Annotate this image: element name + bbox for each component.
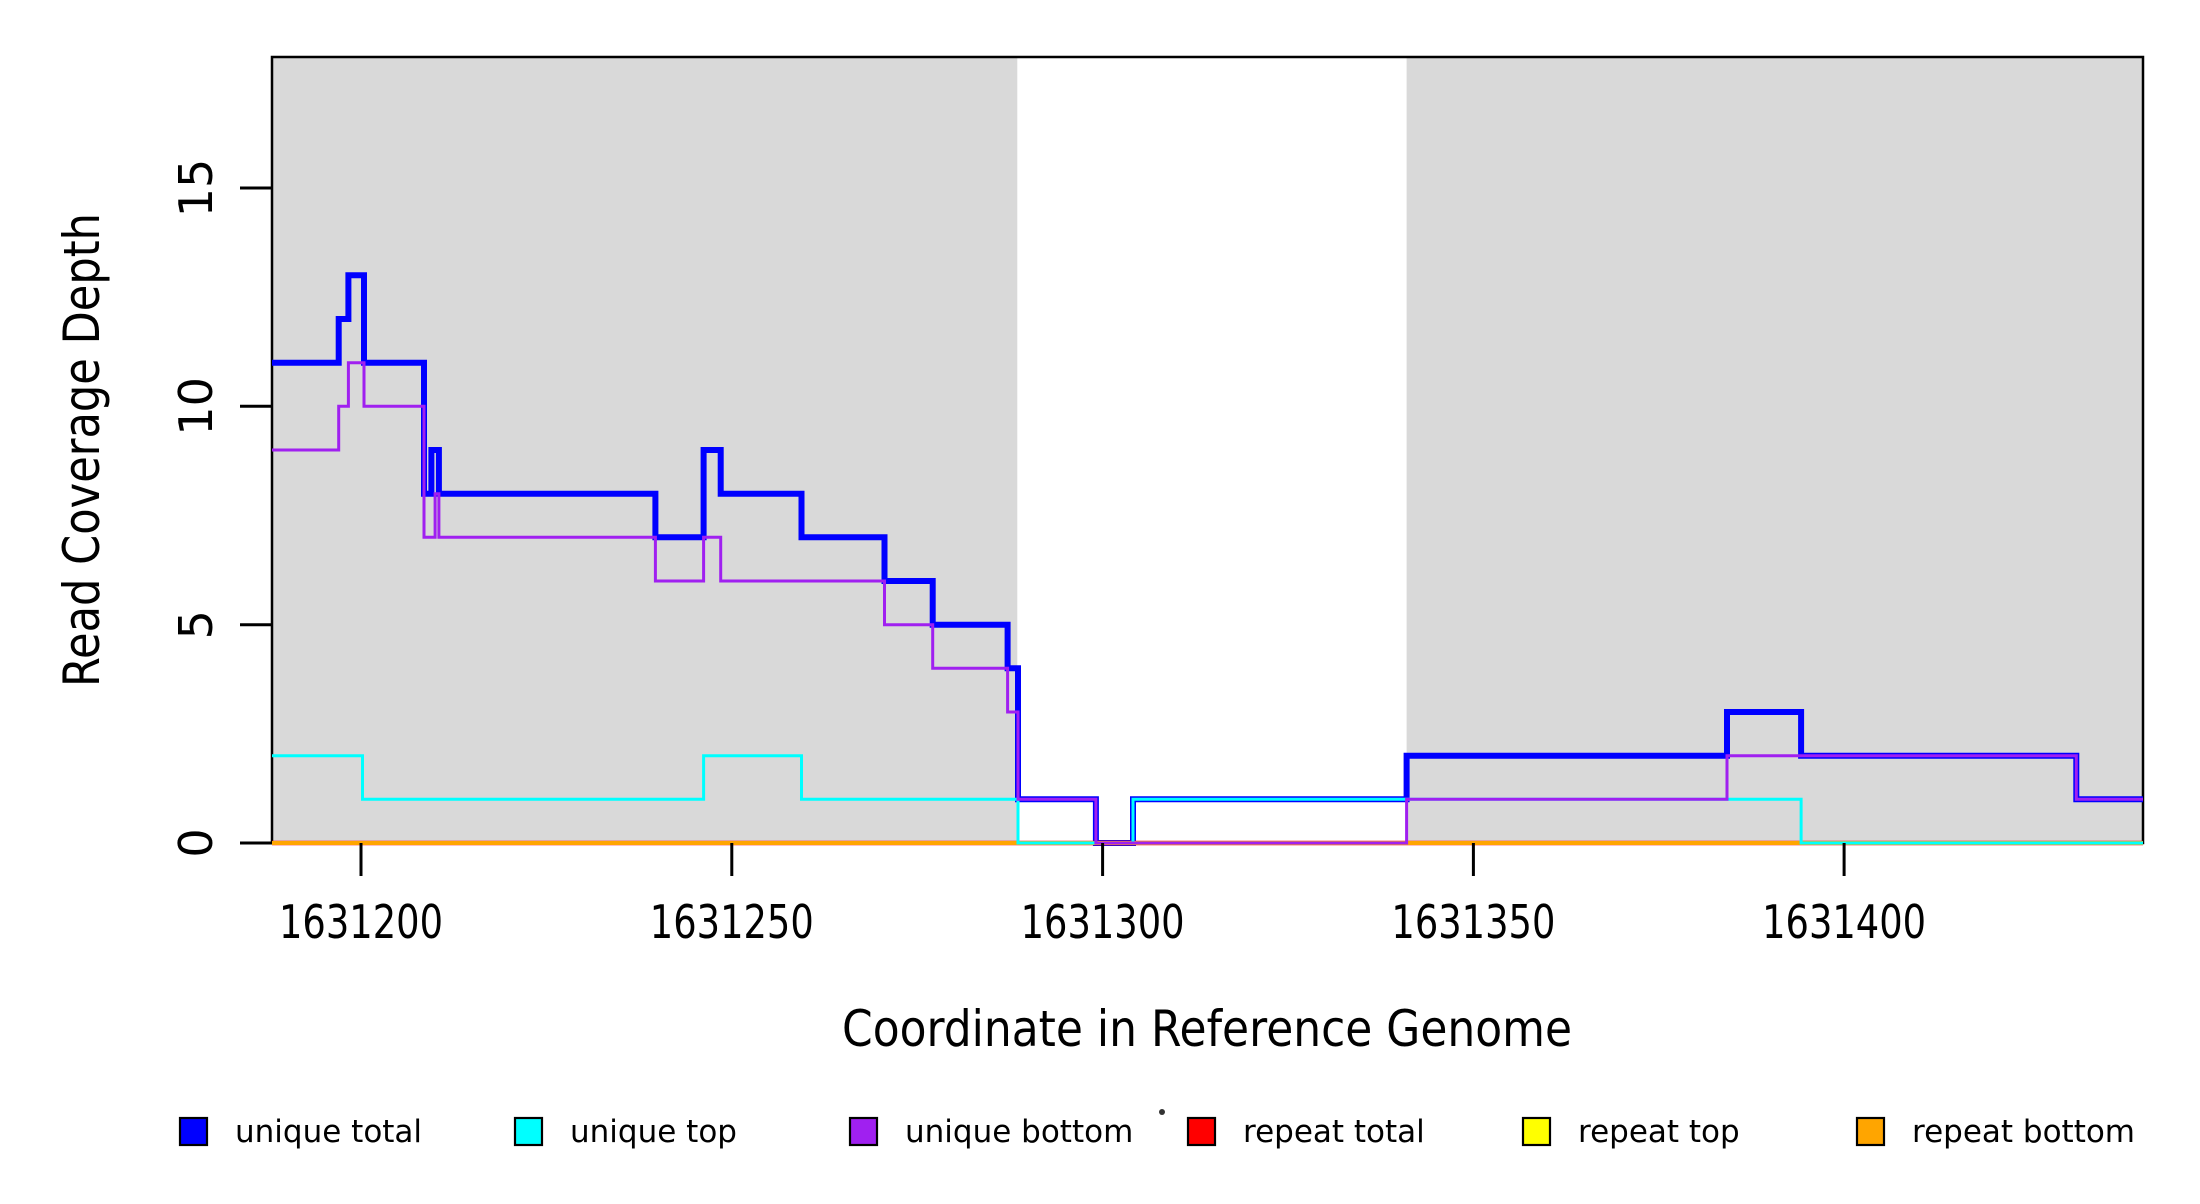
legend-label-unique-top: unique top: [570, 1114, 737, 1150]
y-tick-label: 5: [169, 610, 223, 639]
legend-swatch-unique-total: [178, 1116, 209, 1147]
legend-swatch-unique-bottom: [848, 1116, 879, 1147]
x-axis: 1631200 1631250 1631300 1631350 1631400: [279, 843, 1926, 949]
legend-label-repeat-total: repeat total: [1243, 1114, 1425, 1150]
x-tick-label: 1631200: [279, 895, 443, 949]
y-tick-label: 10: [169, 377, 223, 436]
legend-label-repeat-top: repeat top: [1578, 1114, 1740, 1150]
legend-swatch-repeat-bottom: [1855, 1116, 1886, 1147]
y-axis: 0 5 10 15: [169, 159, 272, 858]
legend-label-unique-total: unique total: [235, 1114, 422, 1150]
x-tick-label: 1631250: [650, 895, 814, 949]
legend-swatch-unique-top: [513, 1116, 544, 1147]
y-tick-label: 15: [169, 159, 223, 218]
shaded-region: [272, 57, 1018, 843]
series-line-unique-bottom: [272, 361, 2143, 845]
x-tick-label: 1631350: [1391, 895, 1555, 949]
legend-swatch-repeat-top: [1521, 1116, 1552, 1147]
x-tick-label: 1631400: [1762, 895, 1926, 949]
series-line-unique-total: [272, 272, 2143, 846]
legend-swatch-repeat-total: [1186, 1116, 1217, 1147]
series-lines: [272, 272, 2143, 846]
y-tick-label: 0: [169, 828, 223, 857]
legend-label-unique-bottom: unique bottom: [905, 1114, 1133, 1150]
shaded-region: [1406, 57, 2143, 843]
stray-dot: [1159, 1109, 1165, 1115]
shaded-regions: [272, 57, 2143, 843]
y-axis-title: Read Coverage Depth: [53, 213, 111, 687]
legend-label-repeat-bottom: repeat bottom: [1912, 1114, 2135, 1150]
legend: unique total unique top unique bottom repea…: [178, 1114, 2135, 1150]
x-tick-label: 1631300: [1021, 895, 1185, 949]
x-axis-title: Coordinate in Reference Genome: [842, 1000, 1572, 1058]
